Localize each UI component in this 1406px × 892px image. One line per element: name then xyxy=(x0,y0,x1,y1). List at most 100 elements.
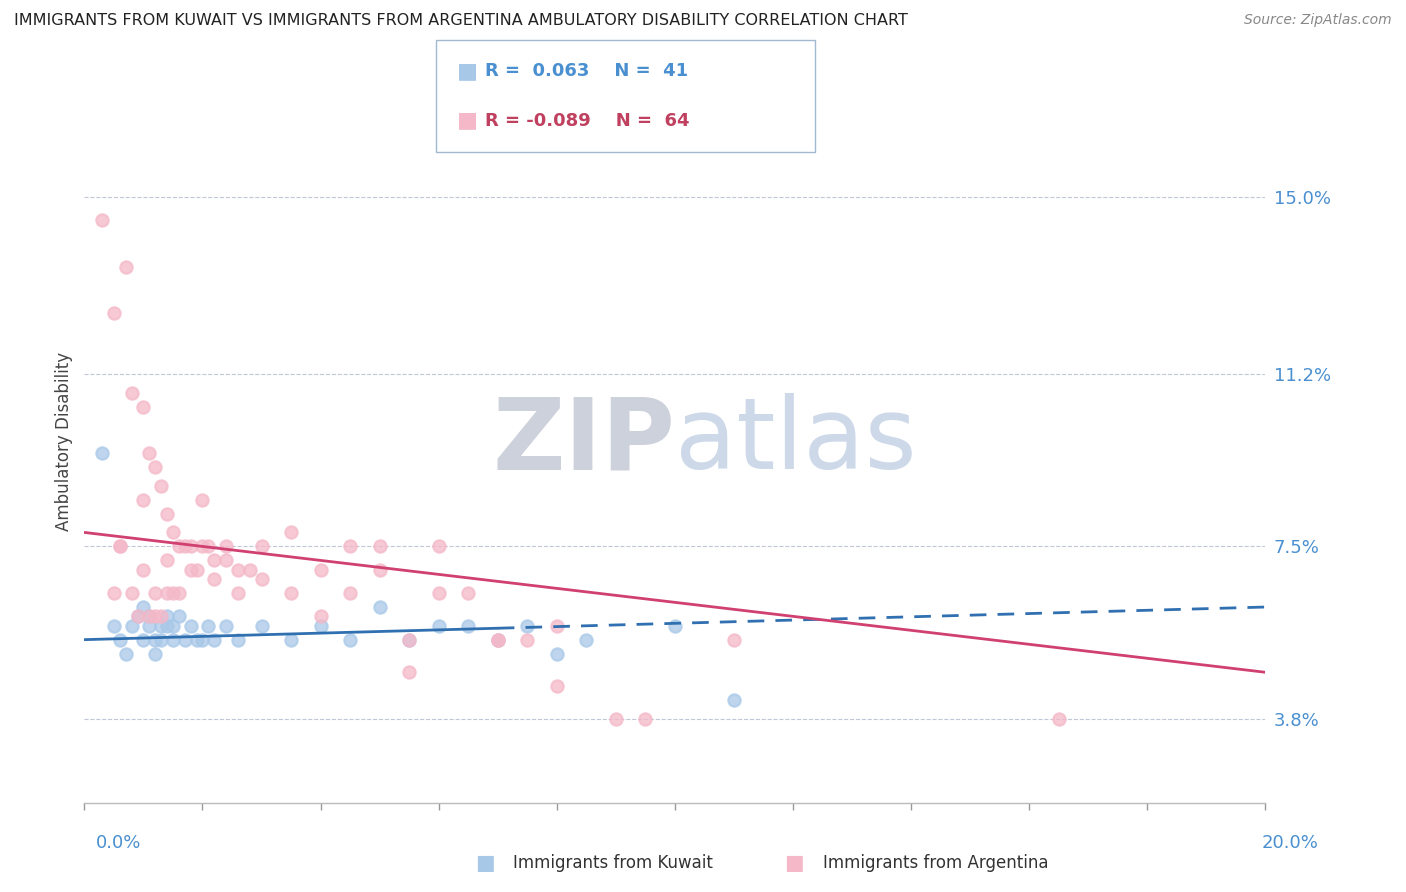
Point xyxy=(180,540,202,554)
Point xyxy=(167,586,190,600)
Point xyxy=(127,609,149,624)
Point xyxy=(226,632,249,647)
Point xyxy=(173,632,195,647)
Point xyxy=(138,609,160,624)
Point xyxy=(103,618,125,632)
Point xyxy=(427,540,450,554)
Point xyxy=(368,563,391,577)
Point xyxy=(156,507,179,521)
Text: ■: ■ xyxy=(457,111,478,130)
Point xyxy=(339,586,361,600)
Point xyxy=(457,586,479,600)
Point xyxy=(280,586,302,600)
Point xyxy=(162,525,184,540)
Point xyxy=(250,572,273,586)
Point xyxy=(215,553,238,567)
Point xyxy=(167,540,190,554)
Point xyxy=(202,553,225,567)
Point xyxy=(132,600,155,615)
Point xyxy=(127,609,149,624)
Point xyxy=(1047,712,1070,726)
Point xyxy=(143,609,166,624)
Point xyxy=(132,563,155,577)
Point xyxy=(250,540,273,554)
Point xyxy=(150,609,173,624)
Text: ZIP: ZIP xyxy=(492,393,675,490)
Point xyxy=(180,563,202,577)
Point xyxy=(309,563,332,577)
Text: atlas: atlas xyxy=(675,393,917,490)
Point xyxy=(191,632,214,647)
Point xyxy=(186,632,208,647)
Point xyxy=(197,618,219,632)
Point xyxy=(368,540,391,554)
Text: 0.0%: 0.0% xyxy=(96,834,141,852)
Point xyxy=(202,632,225,647)
Point xyxy=(121,385,143,400)
Point xyxy=(167,609,190,624)
Point xyxy=(191,492,214,507)
Point xyxy=(156,553,179,567)
Point xyxy=(156,618,179,632)
Point xyxy=(103,586,125,600)
Text: R = -0.089    N =  64: R = -0.089 N = 64 xyxy=(485,112,689,129)
Text: Source: ZipAtlas.com: Source: ZipAtlas.com xyxy=(1244,13,1392,28)
Point xyxy=(156,586,179,600)
Point xyxy=(339,540,361,554)
Point xyxy=(398,665,420,680)
Point xyxy=(150,618,173,632)
Point xyxy=(280,525,302,540)
Point xyxy=(546,647,568,661)
Text: Immigrants from Kuwait: Immigrants from Kuwait xyxy=(513,855,713,872)
Point xyxy=(575,632,598,647)
Y-axis label: Ambulatory Disability: Ambulatory Disability xyxy=(55,352,73,531)
Point xyxy=(150,632,173,647)
Text: ■: ■ xyxy=(457,62,478,81)
Point xyxy=(398,632,420,647)
Point xyxy=(723,693,745,707)
Point xyxy=(186,563,208,577)
Point xyxy=(108,632,131,647)
Point xyxy=(486,632,509,647)
Point xyxy=(368,600,391,615)
Point xyxy=(339,632,361,647)
Point xyxy=(156,609,179,624)
Point xyxy=(516,618,538,632)
Point xyxy=(664,618,686,632)
Point xyxy=(427,618,450,632)
Text: IMMIGRANTS FROM KUWAIT VS IMMIGRANTS FROM ARGENTINA AMBULATORY DISABILITY CORREL: IMMIGRANTS FROM KUWAIT VS IMMIGRANTS FRO… xyxy=(14,13,908,29)
Text: Immigrants from Argentina: Immigrants from Argentina xyxy=(823,855,1047,872)
Text: ■: ■ xyxy=(785,854,804,873)
Point xyxy=(309,618,332,632)
Point xyxy=(250,618,273,632)
Point xyxy=(143,460,166,475)
Point xyxy=(486,632,509,647)
Point xyxy=(605,712,627,726)
Point xyxy=(427,586,450,600)
Point xyxy=(138,446,160,460)
Point xyxy=(162,618,184,632)
Point xyxy=(138,609,160,624)
Point xyxy=(239,563,262,577)
Point xyxy=(226,586,249,600)
Point xyxy=(143,586,166,600)
Point xyxy=(132,632,155,647)
Point xyxy=(180,618,202,632)
Point xyxy=(723,632,745,647)
Point xyxy=(114,647,136,661)
Point xyxy=(132,400,155,414)
Point xyxy=(103,306,125,320)
Text: 20.0%: 20.0% xyxy=(1263,834,1319,852)
Point xyxy=(91,213,114,227)
Point xyxy=(150,479,173,493)
Point xyxy=(143,647,166,661)
Point xyxy=(546,618,568,632)
Point xyxy=(162,586,184,600)
Point xyxy=(108,540,131,554)
Point xyxy=(173,540,195,554)
Point xyxy=(215,618,238,632)
Point xyxy=(546,679,568,693)
Point xyxy=(108,540,131,554)
Point xyxy=(309,609,332,624)
Point xyxy=(121,586,143,600)
